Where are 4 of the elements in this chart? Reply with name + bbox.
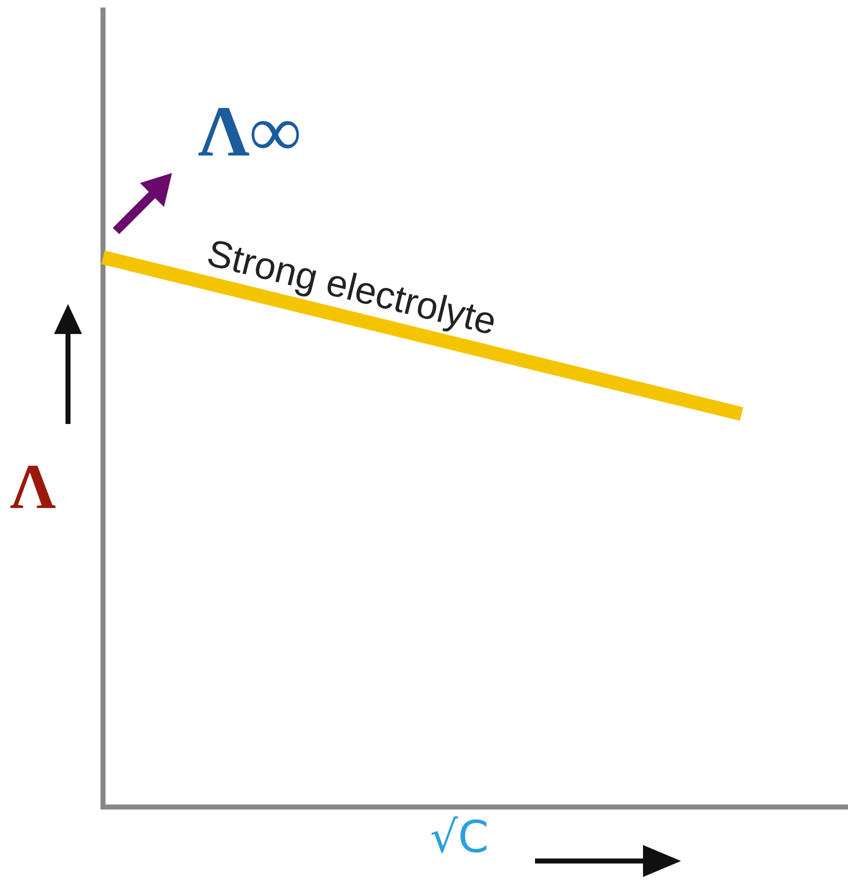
- annotation: Strong electrolyte: [203, 232, 500, 344]
- y-axis-title: Λ: [10, 450, 56, 524]
- x-axis-title: √C: [430, 812, 489, 863]
- text: Λ∞: [198, 91, 301, 172]
